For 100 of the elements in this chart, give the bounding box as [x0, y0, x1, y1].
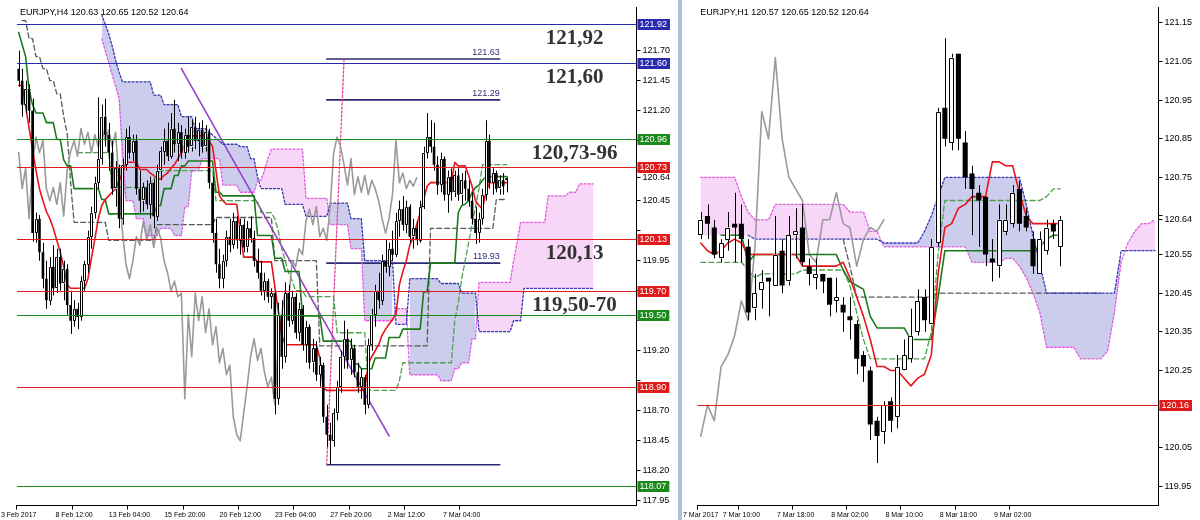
candlestick: [725, 211, 731, 252]
y-tick-label: 121.15: [1164, 17, 1192, 28]
candlestick: [380, 254, 384, 306]
candlestick: [263, 272, 266, 301]
candlestick: [806, 257, 812, 286]
candlestick: [238, 218, 242, 256]
candlestick: [52, 244, 55, 297]
candlestick: [793, 207, 799, 259]
y-tick-label: 120.05: [1164, 442, 1192, 453]
candlestick: [759, 269, 765, 310]
candlestick: [840, 296, 846, 333]
candlestick: [732, 192, 738, 263]
candlestick: [847, 296, 853, 341]
candlestick: [62, 260, 65, 301]
ref-line-label: 118.07: [639, 481, 667, 492]
candlestick: [860, 350, 867, 383]
y-tick-label: 118.45: [642, 435, 670, 446]
candlestick: [772, 215, 778, 286]
ref-line-label: 120.96: [639, 134, 667, 145]
candlestick: [921, 288, 928, 333]
candlestick: [197, 122, 200, 157]
candlestick: [976, 184, 982, 248]
candlestick: [231, 212, 235, 250]
y-tick-label: 118.20: [642, 465, 670, 476]
y-tick-label: 119.20: [642, 345, 670, 356]
ref-line-label: 120.13: [639, 234, 667, 245]
candlestick: [915, 288, 921, 337]
chart-title: EURJPY,H1 120.57 120.65 120.52 120.64: [700, 7, 869, 18]
candlestick: [765, 277, 772, 317]
y-tick-label: 119.95: [1164, 480, 1192, 491]
candlestick: [148, 176, 152, 220]
y-tick-label: 120.64: [642, 172, 670, 183]
y-tick-label: 121.20: [642, 105, 670, 116]
candlestick: [190, 119, 194, 152]
ref-line-label: 119.70: [639, 286, 667, 297]
candlestick: [453, 170, 457, 198]
ref-line-label: 120.73: [639, 162, 667, 173]
candlestick: [501, 172, 505, 196]
candlestick: [180, 124, 183, 160]
y-tick-label: 117.95: [642, 495, 670, 506]
candlestick: [1057, 215, 1063, 267]
y-tick-label: 121.45: [642, 75, 670, 86]
annotation: 119,50-70: [532, 291, 617, 316]
candlestick: [718, 238, 724, 263]
candlestick: [484, 119, 488, 202]
candlestick: [928, 238, 934, 325]
y-tick-label: 120.25: [1164, 364, 1192, 375]
candlestick: [176, 122, 180, 162]
candlestick: [450, 167, 453, 202]
line-series: [700, 176, 1156, 360]
candlestick: [1050, 219, 1056, 240]
candlestick: [405, 200, 408, 234]
candlestick: [894, 354, 900, 429]
y-tick-label: 120.45: [642, 195, 670, 206]
candlestick: [704, 203, 711, 240]
candlestick: [738, 203, 744, 263]
candlestick: [187, 116, 190, 154]
y-tick-label: 120.85: [1164, 133, 1192, 144]
ref-line-label: 121.92: [639, 19, 667, 30]
candlestick: [456, 167, 460, 202]
y-tick-label: 121.05: [1164, 55, 1192, 66]
y-tick-label: 119.95: [642, 255, 670, 266]
annotation: 120,73-96: [531, 140, 618, 165]
data-label: 121.29: [472, 87, 500, 98]
candlestick: [1044, 219, 1050, 256]
annotation: 121,60: [545, 63, 604, 88]
annotation: 120,13: [545, 240, 604, 265]
candlestick: [439, 152, 443, 193]
y-tick-label: 121.70: [642, 45, 670, 56]
y-tick-label: 120.64: [1164, 214, 1192, 225]
ref-line-label: 121.60: [639, 58, 667, 69]
y-tick-label: 118.70: [642, 405, 670, 416]
y-tick-label: 120.35: [1164, 326, 1192, 337]
ref-line-label: 120.16: [1161, 400, 1189, 411]
candlestick: [72, 299, 76, 328]
chart-title: EURJPY,H4 120.63 120.65 120.52 120.64: [19, 7, 189, 18]
y-tick-label: 120.95: [1164, 94, 1192, 105]
annotation: 121,92: [545, 25, 604, 50]
data-label: 119.93: [472, 251, 500, 262]
candlestick: [495, 170, 498, 193]
ref-line-label: 119.50: [639, 310, 667, 321]
candlestick: [145, 179, 149, 210]
candlestick: [833, 277, 839, 313]
candlestick: [498, 174, 502, 196]
candlestick: [1023, 207, 1029, 232]
data-label: 121.63: [472, 47, 500, 58]
candlestick: [24, 80, 27, 114]
candlestick: [245, 220, 249, 253]
ref-line-label: 118.90: [639, 382, 667, 393]
candlestick: [989, 238, 995, 283]
candlestick: [235, 215, 239, 250]
candlestick: [949, 53, 955, 151]
candlestick: [888, 396, 894, 433]
candlestick: [193, 116, 197, 150]
candlestick: [166, 122, 169, 162]
candlestick: [242, 218, 245, 253]
y-tick-label: 120.75: [1164, 171, 1192, 182]
candlestick: [1010, 184, 1016, 229]
candlestick: [460, 172, 463, 205]
candlestick: [173, 99, 176, 154]
